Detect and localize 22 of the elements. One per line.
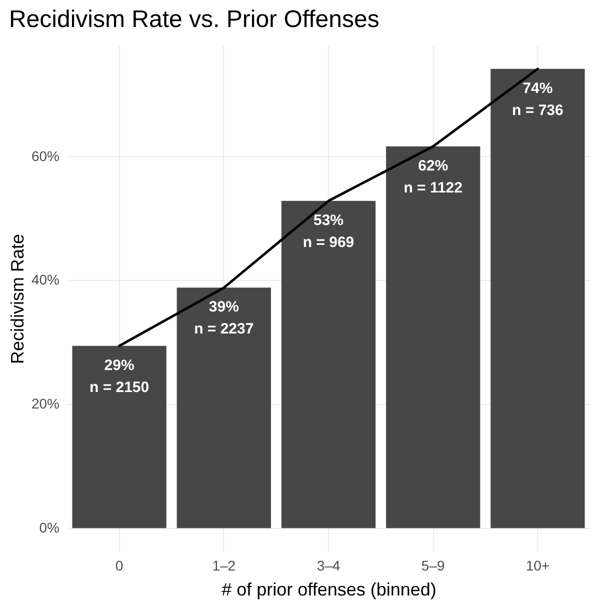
chart-title: Recidivism Rate vs. Prior Offenses [8,6,380,33]
bar [386,146,480,528]
data-label: 74% n = 736 [512,80,564,119]
data-label: 53% n = 969 [302,212,354,251]
bar [72,346,166,528]
bar [281,200,376,528]
data-label: 29% n = 2150 [89,356,150,396]
x-tick-label: 1–2 [212,558,236,574]
y-axis-title: Recidivism Rate [7,234,28,364]
x-tick-label: 0 [115,558,124,574]
x-tick-label: 10+ [526,558,550,574]
data-label: 62% n = 1122 [404,157,463,196]
x-tick-label: 3–4 [316,558,340,574]
y-tick-label: 40% [31,272,60,288]
x-axis-title: # of prior offenses (binned) [222,580,436,600]
y-tick-label: 60% [31,148,60,164]
data-label: 39% n = 2237 [194,298,254,338]
y-tick-label: 20% [31,396,60,412]
bar [176,288,271,528]
y-tick-label: 0% [39,520,60,536]
bar [490,68,585,528]
x-tick-label: 5–9 [421,558,445,574]
